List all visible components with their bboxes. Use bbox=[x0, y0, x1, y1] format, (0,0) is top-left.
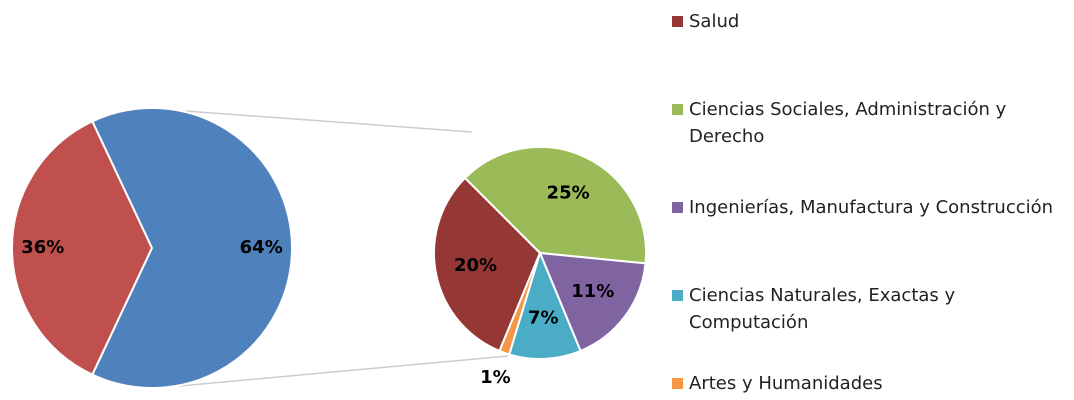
legend-label: Artes y Humanidades bbox=[689, 373, 883, 394]
connector bbox=[184, 110, 473, 133]
data-label: 25% bbox=[547, 183, 590, 204]
legend-label: Ciencias Naturales, Exactas y Computació… bbox=[689, 285, 956, 333]
pie-slice bbox=[507, 250, 582, 360]
data-label: 64% bbox=[240, 237, 283, 258]
legend-label: Ciencias Sociales, Administración y Dere… bbox=[689, 99, 1007, 147]
legend-swatch bbox=[672, 16, 683, 27]
pie-slice bbox=[463, 146, 647, 265]
legend-swatch bbox=[672, 104, 683, 115]
pie-slice bbox=[91, 107, 293, 389]
data-label: 11% bbox=[571, 281, 614, 302]
data-label: 20% bbox=[454, 255, 497, 276]
legend-swatch bbox=[672, 202, 683, 213]
data-label: 36% bbox=[21, 237, 64, 258]
legend-entry: Salud bbox=[672, 8, 1064, 35]
data-label: 1% bbox=[480, 367, 511, 388]
data-label: 7% bbox=[528, 308, 559, 329]
connector bbox=[179, 355, 509, 387]
legend-entry: Ciencias Naturales, Exactas y Computació… bbox=[672, 282, 1064, 336]
pie-slice bbox=[11, 119, 154, 377]
pie-slice bbox=[538, 251, 647, 353]
legend-entry: Ciencias Sociales, Administración y Dere… bbox=[672, 96, 1064, 150]
legend-label: Ingenierías, Manufactura y Construcción bbox=[689, 197, 1054, 218]
legend-swatch bbox=[672, 290, 683, 301]
legend-entry: Ingenierías, Manufactura y Construcción bbox=[672, 194, 1064, 221]
legend-label: Salud bbox=[689, 11, 740, 32]
pie-slice bbox=[498, 252, 541, 356]
legend-swatch bbox=[672, 378, 683, 389]
legend-entry: Artes y Humanidades bbox=[672, 370, 1064, 397]
pie-slice bbox=[433, 176, 542, 353]
